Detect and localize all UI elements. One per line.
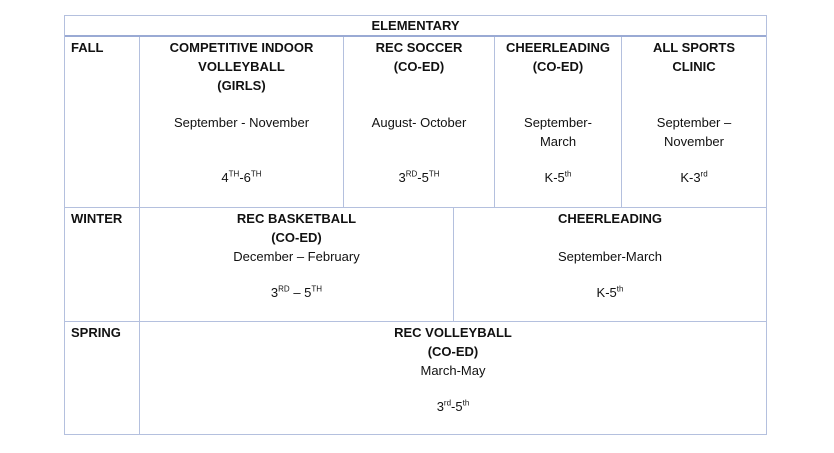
elementary-sports-table: ELEMENTARY FALL COMPETITIVE INDOOR VOLLE… [64,15,767,435]
fall-winter-divider [65,207,766,208]
fall-col-divider-3 [621,37,622,207]
program-name: VOLLEYBALL [198,59,285,74]
program-grades: K-3rd [680,169,708,185]
winter-col-divider [453,208,454,321]
program-grades: 4TH-6TH [221,169,262,185]
program-grades: K-5th [544,169,572,185]
program-name: CHEERLEADING [557,211,662,226]
program-dates: March-May [420,363,486,378]
program-name: REC SOCCER [375,40,463,55]
program-name: (GIRLS) [217,78,266,93]
winter-spring-divider [65,321,766,322]
program-dates: December – February [233,249,360,264]
program-dates: September - November [173,115,310,130]
program-rec-basketball: REC BASKETBALL (CO-ED) December – Februa… [140,209,453,302]
program-rec-soccer: REC SOCCER (CO-ED) August- October 3RD-5… [344,38,494,187]
program-dates: August- October [371,115,467,130]
program-grades: 3RD-5TH [398,169,440,185]
program-dates: March [539,134,577,149]
program-name: REC BASKETBALL [236,211,357,226]
fall-col-divider-2 [494,37,495,207]
season-label-fall: FALL [71,40,104,55]
header-divider [65,35,766,37]
program-dates: September- [524,115,592,130]
program-name: ALL SPORTS [652,40,736,55]
program-dates: September – [656,115,732,130]
program-name: (CO-ED) [427,344,479,359]
program-dates: November [664,134,724,149]
program-rec-volleyball: REC VOLLEYBALL (CO-ED) March-May 3rd-5th [140,323,766,416]
season-label-winter: WINTER [71,211,123,226]
fall-col-divider-1 [343,37,344,207]
program-grades: 3RD – 5TH [270,284,323,300]
program-name: REC VOLLEYBALL [394,325,512,340]
program-grades: K-5th [596,284,624,300]
program-dates: September-March [557,249,663,264]
program-name: (CO-ED) [532,59,584,74]
season-label-spring: SPRING [71,325,121,340]
season-column-divider [139,37,140,435]
program-name: COMPETITIVE INDOOR [169,40,314,55]
table-title: ELEMENTARY [371,18,460,33]
program-competitive-indoor-volleyball: COMPETITIVE INDOOR VOLLEYBALL (GIRLS) Se… [140,38,343,187]
program-all-sports-clinic: ALL SPORTS CLINIC September – November K… [622,38,766,187]
program-grades: 3rd-5th [436,398,470,414]
program-name: CHEERLEADING [505,40,610,55]
program-name: CLINIC [672,59,716,74]
program-name: (CO-ED) [271,230,322,245]
program-name: (CO-ED) [393,59,445,74]
program-cheerleading-winter: CHEERLEADING September-March K-5th [454,209,766,302]
program-cheerleading-fall: CHEERLEADING (CO-ED) September- March K-… [495,38,621,187]
